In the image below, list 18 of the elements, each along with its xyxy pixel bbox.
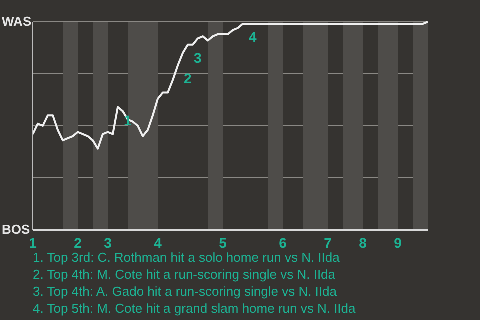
- annotation: 3: [194, 50, 202, 66]
- x-tick-label: 7: [324, 234, 332, 251]
- text: 4. Top 5th: M. Cote hit a grand slam home run vs N. IIda: [33, 300, 356, 317]
- x-tick-label: 6: [279, 234, 288, 251]
- x-tick-label: 9: [394, 234, 402, 251]
- annotation: 2: [184, 70, 192, 87]
- x-tick-label: 3: [104, 234, 112, 251]
- annotation: 4: [249, 29, 257, 46]
- x-tick-label: 2: [74, 234, 82, 251]
- text: 2. Top 4th: M. Cote hit a run-scoring single vs N. IIda: [33, 266, 337, 283]
- x-tick-label: 5: [219, 234, 228, 251]
- x-tick-label: 4: [154, 234, 162, 251]
- x-tick-label: 8: [359, 234, 368, 251]
- text: BOS: [2, 222, 30, 238]
- x-tick-label: 1: [29, 234, 38, 251]
- text: 1. Top 3rd: C. Rothman hit a solo home run vs N. IIda: [33, 249, 341, 266]
- text: WAS: [2, 14, 32, 30]
- text: 3. Top 4th: A. Gado hit a run-scoring single vs N. IIda: [33, 283, 338, 300]
